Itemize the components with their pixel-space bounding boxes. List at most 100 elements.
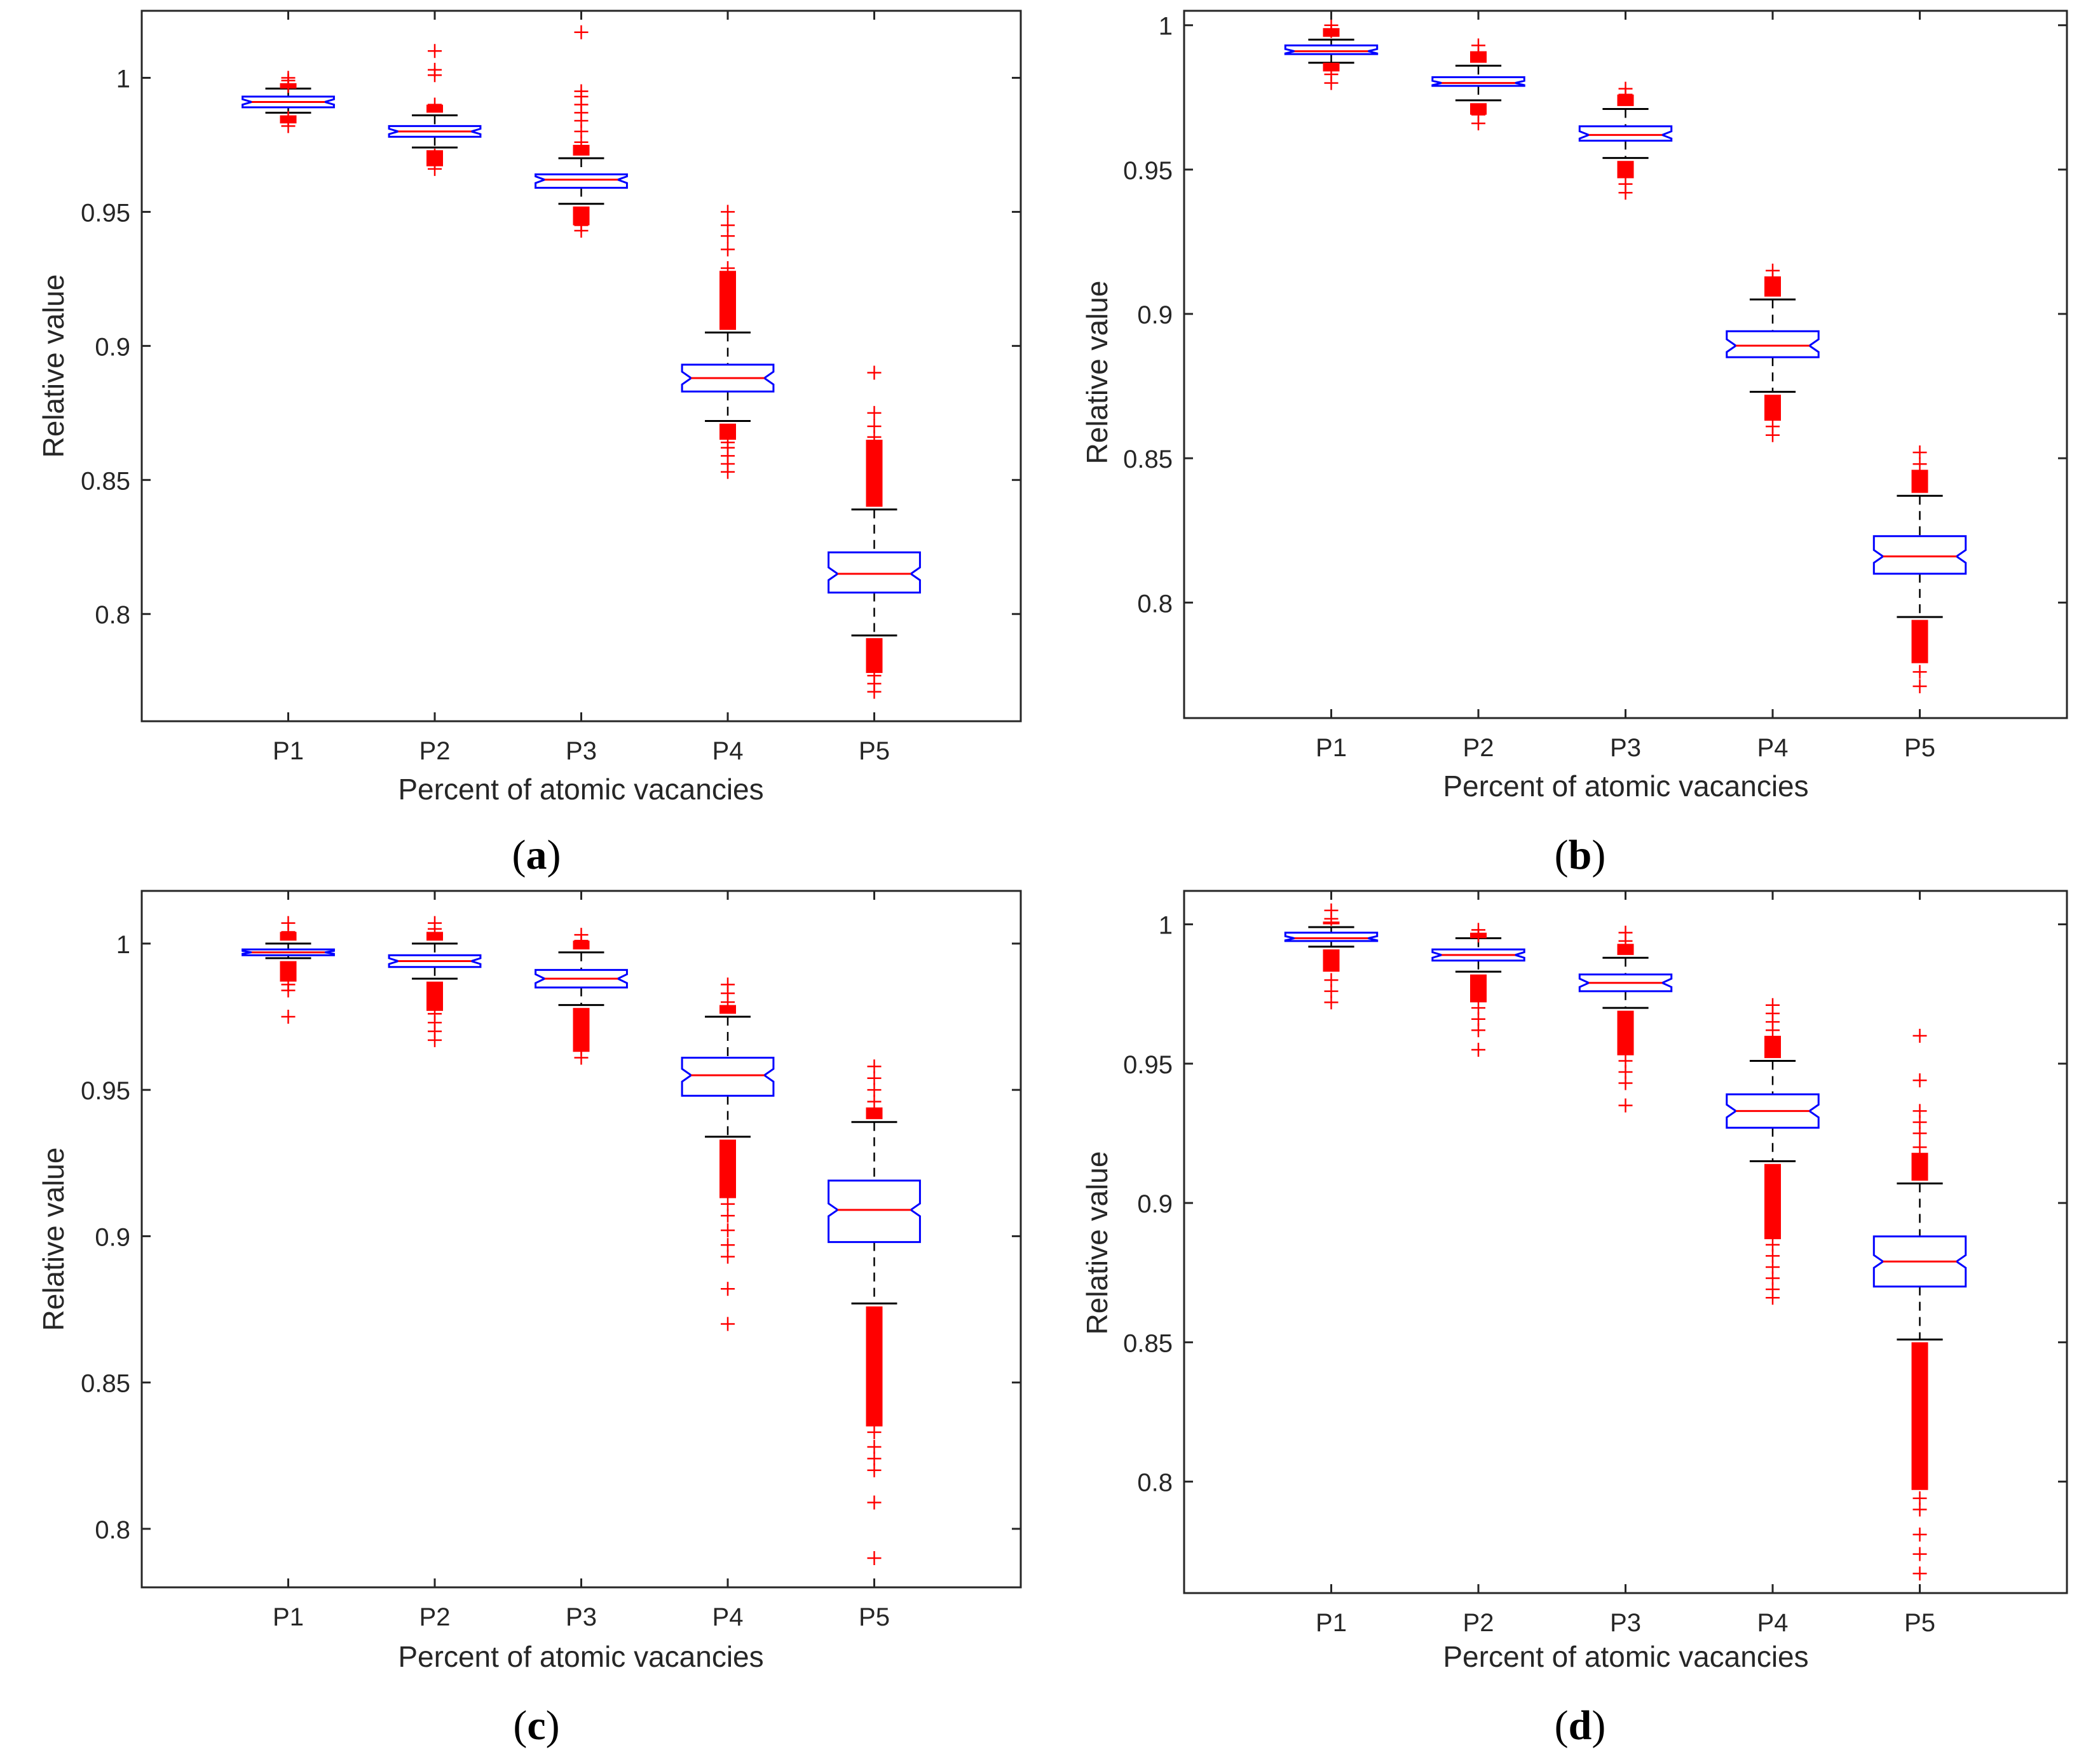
box-iqr — [681, 1056, 775, 1097]
panel-b-box-p5 — [1872, 445, 1967, 694]
panel-b-label: (b) — [1555, 832, 1606, 878]
panel-c-box-p4 — [681, 977, 775, 1331]
panel-d-ytick-label: 0.8 — [1137, 1469, 1173, 1497]
panel-b-xlabel: Percent of atomic vacancies — [1443, 770, 1808, 803]
outlier-marker — [1471, 107, 1485, 122]
outlier-marker — [721, 242, 735, 257]
outlier-marker — [1324, 67, 1339, 81]
panel-d-xticks: P1 P2 P3 P4 P5 — [1316, 891, 1935, 1637]
panel-a-box-p1 — [242, 71, 335, 133]
panel-c-ytick-label: 1 — [116, 931, 130, 959]
box-iqr — [1726, 330, 1820, 358]
outlier-marker — [1618, 177, 1633, 191]
outlier-marker — [1912, 445, 1927, 460]
outlier-marker — [867, 1495, 882, 1510]
panel-b-xtick-label: P4 — [1757, 734, 1789, 762]
panel-a-ytick-label: 0.8 — [95, 601, 130, 629]
outlier-marker — [721, 218, 735, 233]
outlier-marker — [428, 97, 442, 112]
outlier-band-lower — [719, 1139, 736, 1198]
panel-c-xtick-label: P1 — [273, 1603, 304, 1631]
panel-d: 0.8 0.85 0.9 0.95 1 P1 P2 P3 P4 P5 Percent of at… — [1080, 890, 2068, 1749]
panel-d-box-p2 — [1431, 923, 1525, 1057]
outlier-band-upper — [426, 932, 443, 941]
panel-c-label-letter: c — [527, 1702, 545, 1749]
panel-d-xtick-label: P3 — [1610, 1609, 1641, 1637]
panel-b-ytick-label: 1 — [1159, 13, 1173, 41]
box-iqr — [1284, 932, 1379, 942]
panel-d-ytick-label: 0.9 — [1137, 1190, 1173, 1218]
outlier-marker — [1618, 925, 1633, 940]
outlier-band-upper — [866, 1107, 883, 1120]
outlier-marker — [1618, 1098, 1633, 1113]
outlier-marker — [867, 1463, 882, 1477]
panel-c-xtick-label: P5 — [859, 1603, 890, 1631]
box-iqr — [1578, 974, 1673, 993]
panel-d-box-p5 — [1872, 1029, 1967, 1581]
panel-d-plot — [1284, 903, 1967, 1581]
box-iqr — [535, 173, 628, 189]
outlier-band-upper — [1617, 944, 1634, 955]
outlier-band-upper — [866, 440, 883, 507]
panel-a: 0.8 0.85 0.9 0.95 1 P1 P2 P3 P4 P5 Percent of at… — [37, 10, 1022, 878]
panel-b-label-letter: b — [1569, 832, 1592, 878]
panel-a-box-p4 — [681, 205, 775, 479]
panel-a-ylabel: Relative value — [37, 275, 70, 458]
outlier-marker — [867, 1059, 882, 1074]
panel-b-axes-box — [1183, 10, 2068, 719]
panel-a-xlabel: Percent of atomic vacancies — [398, 773, 763, 806]
outlier-marker — [1471, 1042, 1485, 1057]
outlier-marker — [867, 365, 882, 380]
box-iqr — [1726, 1093, 1820, 1129]
panel-a-xtick-label: P5 — [859, 737, 890, 765]
panel-d-box-p4 — [1726, 998, 1820, 1305]
box-iqr — [242, 95, 335, 109]
panel-b-box-p1 — [1284, 18, 1379, 90]
outlier-marker — [574, 213, 589, 227]
panel-a-xtick-label: P3 — [566, 737, 597, 765]
outlier-marker — [281, 111, 296, 125]
panel-b-box-p4 — [1726, 263, 1820, 442]
outlier-band-upper — [573, 144, 590, 156]
outlier-band-lower — [866, 638, 883, 674]
panel-d-ytick-label: 0.85 — [1123, 1329, 1173, 1357]
panel-b-box-p3 — [1578, 81, 1673, 200]
panel-a-ytick-label: 0.9 — [95, 333, 130, 361]
box-iqr — [1431, 76, 1525, 87]
outlier-marker — [1912, 1073, 1927, 1088]
box-iqr — [388, 125, 482, 138]
outlier-marker — [867, 1083, 882, 1097]
box-iqr — [828, 1179, 921, 1244]
outlier-marker — [574, 1041, 589, 1056]
outlier-marker — [1324, 18, 1339, 32]
panel-d-label-letter: d — [1569, 1702, 1592, 1749]
panel-b-plot — [1284, 18, 1967, 694]
outlier-band-upper — [719, 1005, 736, 1014]
box-iqr — [388, 954, 482, 968]
outlier-band-lower — [866, 1306, 883, 1427]
panel-c: 0.8 0.85 0.9 0.95 1 P1 P2 P3 P4 P5 Percent of at… — [37, 890, 1022, 1749]
panel-b-xtick-label: P1 — [1316, 734, 1347, 762]
panel-c-box-p5 — [828, 1059, 921, 1565]
outlier-band-lower — [1764, 1164, 1781, 1240]
outlier-marker — [1618, 81, 1633, 96]
outlier-marker — [428, 62, 442, 77]
outlier-marker — [1912, 1547, 1927, 1561]
outlier-marker — [281, 1010, 296, 1024]
panel-b-ytick-label: 0.95 — [1123, 157, 1173, 185]
panel-b-ytick-label: 0.9 — [1137, 301, 1173, 329]
panel-c-box-p2 — [388, 916, 482, 1047]
outlier-marker — [867, 1094, 882, 1109]
outlier-marker — [428, 916, 442, 930]
outlier-marker — [721, 1223, 735, 1238]
outlier-band-upper — [719, 271, 736, 330]
outlier-marker — [867, 1550, 882, 1565]
outlier-marker — [1471, 38, 1485, 53]
panel-a-box-p2 — [388, 44, 482, 176]
panel-b: 0.8 0.85 0.9 0.95 1 P1 P2 P3 P4 P5 Percent of at… — [1080, 10, 2068, 878]
panel-c-xtick-label: P2 — [419, 1603, 451, 1631]
box-iqr — [681, 363, 775, 393]
outlier-marker — [1766, 1237, 1780, 1252]
panel-a-box-p5 — [828, 365, 921, 699]
